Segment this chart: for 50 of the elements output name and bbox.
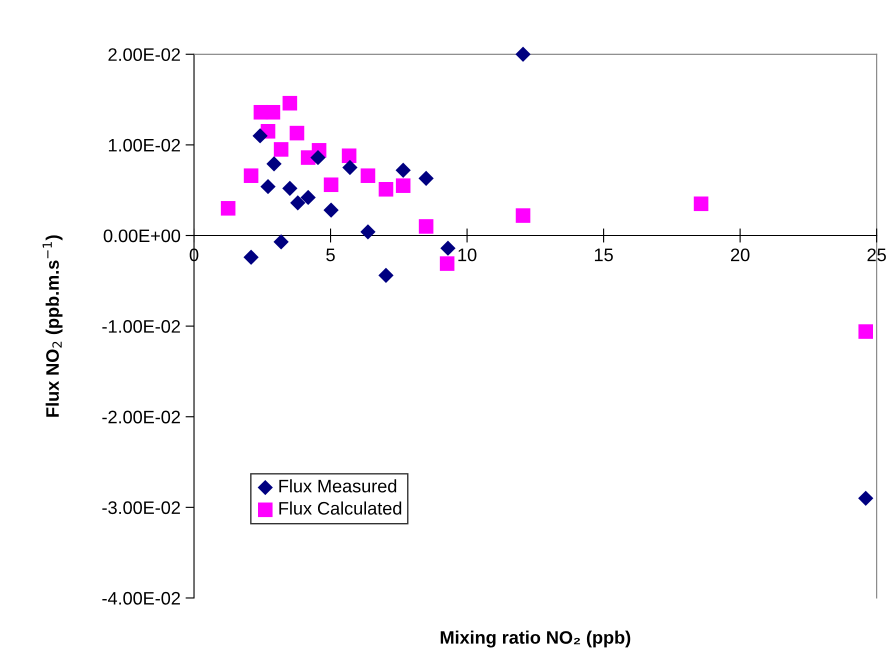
y-tick-label: -4.00E-02 bbox=[102, 592, 180, 605]
point bbox=[342, 160, 358, 176]
y-tick-label: 2.00E-02 bbox=[108, 48, 180, 61]
y-tick-label: -2.00E-02 bbox=[102, 410, 180, 424]
point bbox=[290, 126, 304, 140]
legend-label: Flux Measured bbox=[279, 479, 396, 492]
point bbox=[310, 150, 326, 166]
x-tick-label: 15 bbox=[594, 248, 613, 262]
x-axis-title: Mixing ratio NO₂ (ppb) bbox=[440, 630, 630, 648]
point bbox=[378, 268, 394, 283]
point bbox=[274, 234, 289, 250]
point bbox=[418, 170, 434, 186]
point bbox=[274, 142, 288, 157]
point bbox=[324, 177, 338, 192]
point bbox=[282, 96, 298, 110]
point bbox=[396, 162, 411, 178]
y-tick-label: 1.00E-02 bbox=[108, 138, 180, 152]
point bbox=[243, 250, 259, 265]
y-tick-label: -3.00E-02 bbox=[102, 501, 180, 514]
point bbox=[342, 148, 356, 164]
point bbox=[396, 178, 410, 193]
point bbox=[418, 219, 434, 234]
point bbox=[300, 190, 316, 206]
point bbox=[244, 168, 258, 183]
point bbox=[290, 195, 306, 210]
x-tick-label: 5 bbox=[326, 248, 335, 262]
y-tick-label: 0.00E+00 bbox=[104, 229, 180, 242]
point bbox=[360, 224, 376, 240]
point bbox=[858, 324, 874, 339]
y-tick-label: -1.00E-02 bbox=[102, 320, 180, 333]
point bbox=[378, 182, 394, 197]
x-tick-label: 10 bbox=[458, 248, 476, 262]
y-axis-title: Flux NO$_{2}$ (ppb.m.s$^{−1}$) bbox=[42, 235, 62, 417]
point bbox=[440, 240, 456, 256]
point bbox=[220, 201, 236, 216]
x-tick-label: 20 bbox=[730, 248, 750, 262]
x-tick-label: 25 bbox=[868, 248, 886, 262]
point bbox=[266, 156, 282, 172]
point bbox=[260, 178, 276, 194]
point bbox=[360, 168, 376, 183]
point bbox=[858, 490, 874, 506]
point bbox=[440, 256, 454, 271]
point bbox=[252, 128, 268, 144]
point bbox=[516, 208, 530, 223]
point bbox=[323, 202, 339, 218]
point bbox=[266, 104, 280, 120]
point bbox=[694, 196, 708, 212]
point bbox=[282, 180, 298, 196]
legend-label: Flux Calculated bbox=[279, 501, 402, 515]
point bbox=[515, 46, 531, 62]
